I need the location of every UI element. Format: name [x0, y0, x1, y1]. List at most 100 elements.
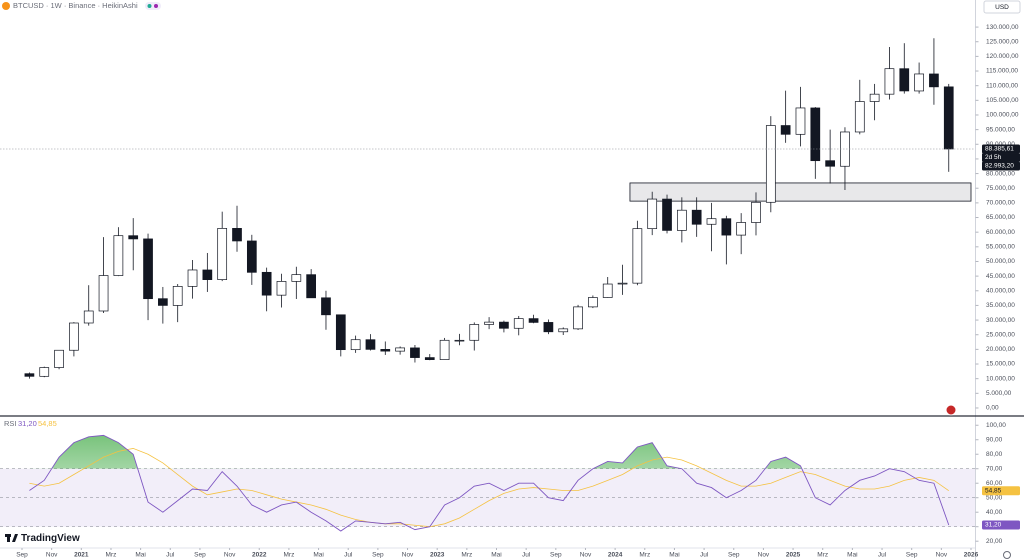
- candle-body: [854, 101, 865, 133]
- settings-icon[interactable]: [1003, 551, 1011, 559]
- series-last-label-bg: [982, 486, 1020, 496]
- y-tick-label: 80.000,00: [986, 170, 1015, 177]
- x-tick-label: Mai: [313, 552, 323, 559]
- y-tick-label: 100.000,00: [986, 112, 1019, 119]
- candle-body: [647, 198, 658, 230]
- candle-body: [929, 73, 939, 88]
- x-tick-label: Nov: [580, 552, 592, 559]
- y-tick-label: 95.000,00: [986, 126, 1015, 133]
- x-tick-label: Sep: [194, 552, 206, 559]
- x-tick-label: Sep: [728, 552, 740, 559]
- candle-body: [113, 235, 124, 276]
- currency-button[interactable]: [983, 0, 1021, 14]
- candle-body: [365, 339, 376, 350]
- candle-body: [662, 198, 672, 231]
- candle-body: [825, 160, 835, 167]
- candle-body: [588, 297, 598, 308]
- series-last-label: 54,85: [985, 487, 1002, 494]
- candle-body: [617, 282, 628, 285]
- candle-body: [335, 314, 346, 351]
- candle-body: [202, 269, 213, 280]
- y-tick-label: 75.000,00: [986, 185, 1015, 192]
- y-tick-label: 50,00: [986, 494, 1003, 501]
- y-tick-label: 50.000,00: [986, 258, 1015, 265]
- y-tick-label: 5.000,00: [986, 390, 1012, 397]
- brand-logo[interactable]: TradingView: [5, 533, 80, 544]
- x-tick-label: 2025: [786, 552, 801, 559]
- compare-toggle[interactable]: [145, 2, 161, 10]
- y-tick-label: 30.000,00: [986, 317, 1015, 324]
- candle-body: [350, 339, 361, 351]
- x-tick-label: 2021: [74, 552, 89, 559]
- x-tick-label: Nov: [46, 552, 58, 559]
- candle-body: [128, 235, 139, 240]
- compare-dot: [154, 4, 158, 8]
- x-tick-label: Mrz: [461, 552, 472, 559]
- y-tick-label: 70.000,00: [986, 200, 1015, 207]
- legend-value: 31,20: [18, 419, 37, 428]
- candle-body: [424, 357, 435, 360]
- y-tick-label: 70,00: [986, 465, 1003, 472]
- candle-body: [24, 373, 35, 377]
- y-tick-label: 90,00: [986, 436, 1003, 443]
- candle-body: [306, 274, 316, 299]
- candle-body: [54, 349, 64, 368]
- legend-value: 54,85: [38, 419, 57, 428]
- candle-body: [914, 73, 924, 92]
- candle-body: [528, 318, 539, 323]
- y-tick-label: 40,00: [986, 509, 1003, 516]
- candle-body: [83, 310, 94, 324]
- x-tick-label: Mrz: [106, 552, 117, 559]
- candle-body: [558, 328, 569, 333]
- zone-box: [629, 182, 972, 202]
- candle-body: [869, 93, 880, 102]
- series-last-label: 31,20: [985, 522, 1002, 529]
- candle-body: [291, 274, 302, 282]
- x-tick-label: Mrz: [639, 552, 650, 559]
- candle-body: [765, 125, 776, 203]
- candle-body: [454, 339, 465, 342]
- y-tick-label: 130.000,00: [986, 24, 1019, 31]
- indicator-title: RSI: [4, 419, 17, 428]
- candle-body: [943, 86, 954, 150]
- event-flag[interactable]: [945, 404, 957, 416]
- symbol-icon[interactable]: [2, 2, 10, 10]
- x-tick-label: Mrz: [283, 552, 294, 559]
- candle-body: [484, 321, 494, 325]
- candle-body: [840, 131, 850, 167]
- y-tick-label: 115.000,00: [986, 68, 1018, 75]
- candle-body: [543, 322, 554, 333]
- countdown: 2d 5h: [985, 154, 1002, 161]
- x-tick-label: Nov: [758, 552, 770, 559]
- candle-body: [158, 298, 168, 306]
- candle-body: [795, 107, 806, 135]
- candle-body: [172, 286, 183, 306]
- x-tick-label: 2026: [964, 552, 979, 559]
- y-tick-label: 40.000,00: [986, 287, 1015, 294]
- currency-label[interactable]: USD: [995, 4, 1009, 11]
- countdown-bg: [982, 153, 1020, 162]
- x-tick-label: Jul: [522, 552, 531, 559]
- low-price-label-bg: [982, 161, 1020, 171]
- candle-body: [261, 271, 272, 296]
- x-tick-label: 2022: [252, 552, 267, 559]
- candle-body: [276, 281, 287, 296]
- candle-body: [321, 297, 331, 316]
- candle-body: [736, 222, 747, 236]
- y-tick-label: 105.000,00: [986, 97, 1019, 104]
- y-tick-label: 20,00: [986, 538, 1003, 545]
- x-tick-label: Sep: [550, 552, 562, 559]
- candle-body: [632, 228, 643, 284]
- candle-body: [469, 324, 480, 341]
- x-tick-label: Sep: [906, 552, 918, 559]
- candle-body: [691, 209, 702, 225]
- symbol-title[interactable]: BTCUSD · 1W · Binance · HeikinAshi: [13, 1, 138, 10]
- candle-body: [513, 318, 524, 329]
- last-price-label: 88.385,61: [985, 146, 1014, 153]
- candle-body: [39, 367, 50, 377]
- y-tick-label: 100,00: [986, 422, 1006, 429]
- x-tick-label: Mai: [491, 552, 501, 559]
- candle-body: [439, 339, 450, 360]
- series-line: [29, 448, 949, 528]
